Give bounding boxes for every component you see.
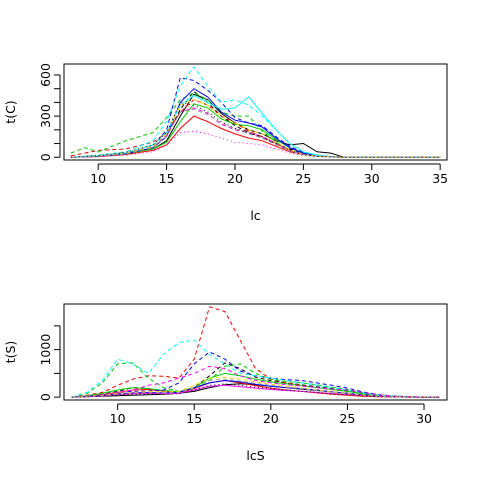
x-tick-label: 15 xyxy=(159,171,175,186)
series-line-7 xyxy=(70,77,441,158)
series-line-14 xyxy=(71,383,440,398)
series-line-9 xyxy=(71,339,440,398)
y-tick-label: 0 xyxy=(38,393,53,401)
x-tick-label: 10 xyxy=(90,171,106,186)
x-tick-label: 25 xyxy=(295,171,311,186)
series-line-7 xyxy=(71,351,440,398)
series-line-3 xyxy=(70,115,441,158)
y-tick-label: 300 xyxy=(38,104,53,128)
series-group xyxy=(70,65,441,158)
series-line-5 xyxy=(71,362,440,398)
series-line-10 xyxy=(70,94,441,158)
x-tick-label: 30 xyxy=(364,171,380,186)
top-panel: 10 15 20 25 30 35 0 300 600 lc t(C) xyxy=(3,63,448,223)
series-line-14 xyxy=(70,108,441,158)
bottom-panel: 10 15 20 25 30 0 1000 lcS t(S) xyxy=(3,303,448,463)
x-tick-label: 20 xyxy=(227,171,243,186)
y-axis-label: t(C) xyxy=(3,100,18,123)
series-line-3 xyxy=(71,306,440,398)
x-axis-label: lcS xyxy=(246,448,264,463)
plot-box xyxy=(63,63,448,161)
series-line-2 xyxy=(71,362,440,398)
x-tick-label: 20 xyxy=(263,411,279,426)
y-axis-label: t(S) xyxy=(3,341,18,364)
series-line-5 xyxy=(70,92,441,158)
y-tick-label: 600 xyxy=(38,63,53,87)
x-tick-label: 15 xyxy=(186,411,202,426)
x-tick-label: 35 xyxy=(432,171,448,186)
series-line-15 xyxy=(70,101,441,158)
series-group xyxy=(71,306,440,398)
x-tick-label: 30 xyxy=(416,411,432,426)
x-tick-label: 25 xyxy=(339,411,355,426)
series-line-6 xyxy=(70,103,441,158)
y-tick-label: 0 xyxy=(38,153,53,161)
series-line-1 xyxy=(70,93,441,158)
series-line-11 xyxy=(70,107,441,158)
series-line-4 xyxy=(70,99,441,158)
plot-box xyxy=(63,303,448,401)
series-line-8 xyxy=(70,88,441,158)
x-axis-label: lc xyxy=(250,208,260,223)
y-tick-label: 1000 xyxy=(38,334,53,366)
x-tick-label: 10 xyxy=(110,411,126,426)
series-line-10 xyxy=(71,365,440,398)
